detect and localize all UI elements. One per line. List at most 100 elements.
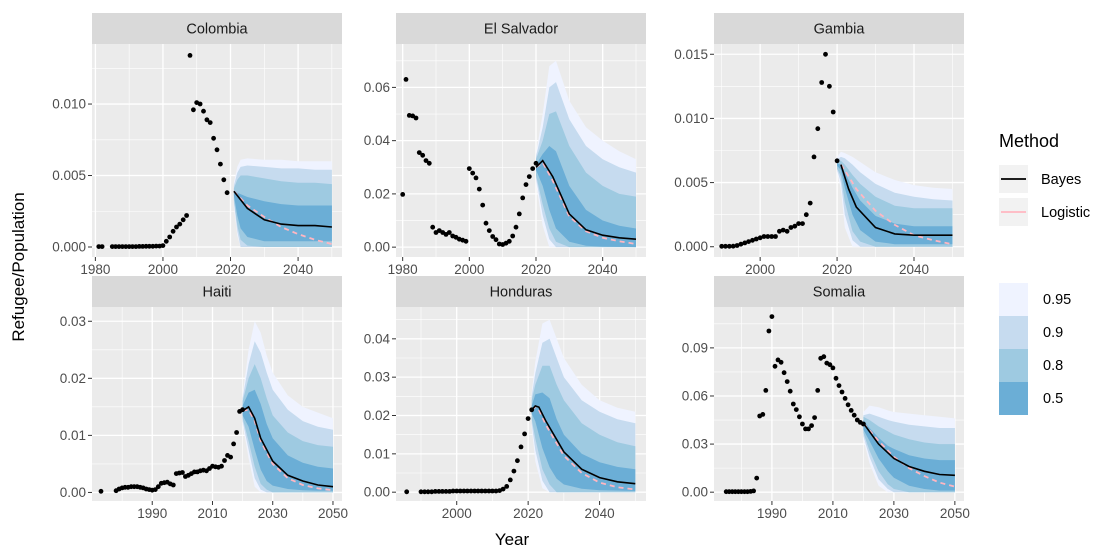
observed-point — [800, 421, 805, 427]
observed-point — [788, 225, 794, 230]
observed-point — [404, 489, 410, 495]
observed-point — [815, 126, 821, 132]
panel-somalia: Somalia 1990 2010 2030 2050 0.00 0.03 0.06 0.09 — [682, 276, 970, 521]
observed-point — [470, 170, 476, 176]
y-tick-label: 0.00 — [364, 485, 390, 500]
observed-point — [796, 221, 801, 227]
observed-point — [750, 237, 755, 243]
y-tick-label: 0.01 — [364, 446, 390, 461]
observed-point — [400, 192, 406, 197]
observed-point — [727, 243, 732, 249]
strip-somalia — [714, 276, 964, 307]
y-tick-label: 0.00 — [682, 485, 708, 500]
strip-colombia — [92, 13, 342, 44]
observed-point — [465, 488, 470, 494]
observed-point — [792, 223, 798, 229]
observed-point — [493, 237, 499, 243]
x-tick-label: 2020 — [822, 262, 852, 277]
observed-point — [809, 423, 814, 428]
panel-honduras: Honduras 2000 2020 2040 0.00 0.01 0.02 0.03 0.04 — [364, 276, 646, 521]
band-05-gambia — [837, 163, 953, 245]
observed-point — [811, 154, 817, 160]
logistic-line-haiti — [242, 408, 334, 492]
y-tick-label: 0.02 — [364, 186, 390, 201]
y-tick-label: 0.005 — [52, 168, 86, 183]
observed-point — [413, 115, 419, 121]
observed-point — [529, 407, 535, 413]
y-tick-label: 0.000 — [674, 239, 708, 254]
observed-point — [772, 363, 778, 369]
observed-point — [420, 152, 426, 158]
band-05-haiti — [242, 389, 333, 491]
y-tick-label: 0.02 — [364, 408, 390, 423]
observed-point — [153, 243, 159, 249]
observed-point — [784, 379, 790, 384]
observed-point — [516, 211, 522, 217]
observed-point — [760, 412, 766, 417]
observed-point — [787, 388, 793, 394]
strip-label-gambia: Gambia — [814, 22, 866, 38]
observed-point — [793, 407, 799, 412]
observed-point — [446, 230, 452, 235]
observed-point — [472, 488, 477, 494]
observed-point — [440, 489, 445, 494]
observed-point — [746, 239, 751, 245]
x-tick-label: 1980 — [388, 262, 418, 277]
legend-swatch-05 — [999, 382, 1028, 415]
observed-point — [447, 489, 452, 494]
observed-point — [473, 175, 479, 181]
x-tick-label: 2040 — [585, 506, 615, 521]
observed-point — [819, 80, 825, 85]
observed-point — [109, 244, 115, 250]
x-tick-label: 2030 — [258, 506, 288, 521]
observed-point — [180, 470, 185, 475]
bayes-line-el-salvador — [535, 159, 637, 240]
observed-point — [143, 243, 149, 249]
observed-point — [520, 195, 526, 201]
observed-point — [422, 489, 427, 495]
x-tick-label: 2010 — [197, 506, 227, 521]
observed-point — [430, 224, 436, 230]
band-05-el-salvador — [536, 146, 636, 248]
x-tick-label: 2020 — [215, 262, 245, 277]
x-tick-label: 2000 — [148, 262, 178, 277]
observed-point — [454, 488, 460, 494]
observed-point — [201, 108, 206, 114]
observed-point — [113, 244, 118, 250]
strip-honduras — [396, 276, 646, 307]
y-tick-label: 0.04 — [364, 331, 391, 346]
observed-point — [848, 408, 854, 413]
observed-point — [436, 489, 442, 494]
observed-point — [152, 487, 158, 492]
y-tick-label: 0.06 — [682, 388, 708, 403]
observed-point — [191, 107, 196, 113]
observed-point — [511, 468, 517, 474]
observed-point — [723, 243, 728, 249]
observed-point — [130, 244, 135, 250]
x-tick-label: 2050 — [940, 506, 970, 521]
observed-point — [187, 53, 193, 58]
observed-point — [479, 488, 485, 494]
observed-point — [483, 220, 489, 226]
y-tick-label: 0.03 — [60, 314, 86, 329]
x-tick-label: 1990 — [137, 506, 167, 521]
observed-point — [525, 416, 531, 421]
strip-label-haiti: Haiti — [202, 285, 231, 301]
observed-point — [490, 234, 496, 239]
observed-point — [457, 488, 463, 494]
observed-point — [757, 235, 763, 241]
y-tick-label: 0.03 — [682, 437, 708, 452]
bayes-line-colombia — [233, 190, 332, 228]
observed-point — [753, 236, 759, 242]
observed-point — [120, 244, 125, 250]
x-tick-label: 2020 — [513, 506, 543, 521]
strip-el-salvador — [396, 13, 646, 44]
legend-label-09: 0.9 — [1043, 325, 1063, 341]
observed-point — [830, 365, 836, 371]
observed-point — [800, 221, 805, 227]
strip-label-honduras: Honduras — [490, 285, 553, 301]
panel-colombia: Colombia 1980 2000 2020 2040 0.000 0.005 0.010 — [52, 13, 342, 277]
observed-point — [116, 244, 122, 250]
observed-point — [766, 328, 772, 334]
